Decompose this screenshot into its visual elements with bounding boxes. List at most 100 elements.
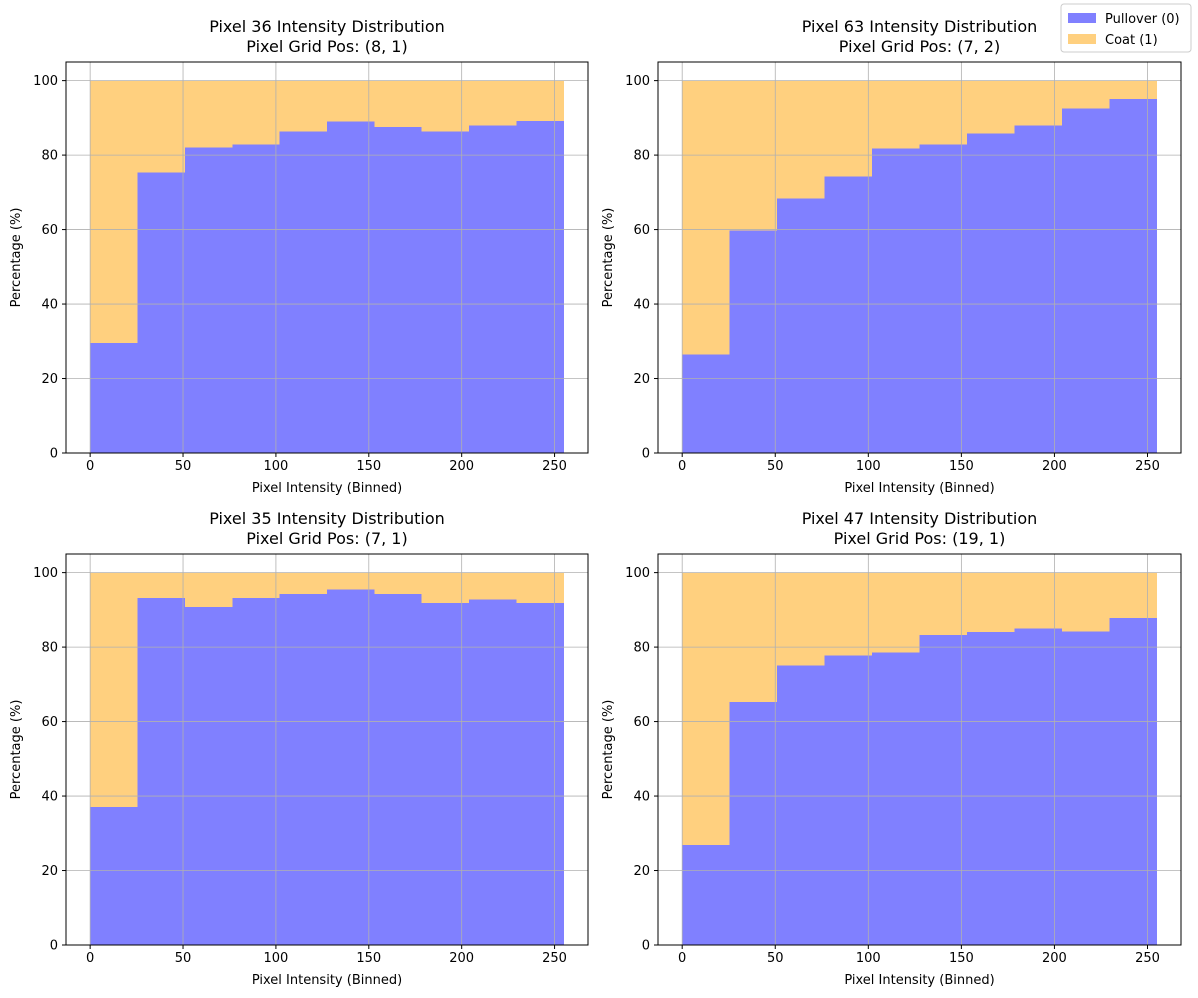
subplot-title: Pixel 63 Intensity Distribution bbox=[802, 17, 1038, 36]
bar-pullover-bin-5 bbox=[872, 148, 920, 453]
y-tick-label: 60 bbox=[633, 715, 650, 730]
bar-coat-bin-8 bbox=[1014, 80, 1062, 126]
bar-pullover-bin-10 bbox=[516, 603, 564, 945]
bar-coat-bin-6 bbox=[327, 572, 375, 590]
bar-pullover-bin-6 bbox=[919, 635, 967, 945]
y-tick-label: 60 bbox=[41, 715, 58, 730]
bar-pullover-bin-10 bbox=[1109, 99, 1157, 453]
x-tick-label: 0 bbox=[678, 459, 686, 474]
subplot-subtitle: Pixel Grid Pos: (7, 1) bbox=[246, 529, 407, 548]
bar-pullover-bin-8 bbox=[1014, 125, 1062, 454]
y-tick-label: 20 bbox=[41, 864, 58, 879]
bar-pullover-bin-9 bbox=[1061, 108, 1110, 454]
bar-pullover-bin-4 bbox=[232, 597, 280, 945]
x-tick-label: 100 bbox=[264, 951, 289, 966]
legend-label-coat: Coat (1) bbox=[1105, 33, 1158, 48]
x-tick-label: 200 bbox=[1042, 459, 1067, 474]
bar-pullover-bin-3 bbox=[777, 665, 825, 945]
y-tick-label: 100 bbox=[33, 74, 58, 89]
subplot-1: 0 50 100 150 200 250 0 20 40 60 80 100 Pixel Intensi… bbox=[9, 17, 589, 496]
y-tick-label: 40 bbox=[633, 298, 650, 313]
bar-coat-bin-7 bbox=[966, 572, 1015, 633]
bar-coat-bin-10 bbox=[516, 572, 564, 604]
y-tick-label: 60 bbox=[633, 223, 650, 238]
legend-swatch-pullover bbox=[1068, 13, 1096, 23]
bar-pullover-bin-9 bbox=[1061, 631, 1110, 945]
y-tick-label: 80 bbox=[41, 641, 58, 656]
y-tick-label: 100 bbox=[625, 74, 650, 89]
x-axis-label: Pixel Intensity (Binned) bbox=[844, 481, 994, 496]
bar-coat-bin-3 bbox=[777, 80, 825, 199]
y-axis-label: Percentage (%) bbox=[601, 700, 616, 800]
bar-pullover-bin-2 bbox=[137, 172, 185, 453]
bar-pullover-bin-6 bbox=[327, 589, 375, 945]
y-axis-label: Percentage (%) bbox=[9, 700, 24, 800]
bar-coat-bin-6 bbox=[919, 80, 967, 145]
bar-coat-bin-5 bbox=[872, 80, 920, 149]
y-tick-label: 0 bbox=[50, 939, 58, 954]
x-tick-label: 100 bbox=[856, 951, 881, 966]
bar-coat-bin-2 bbox=[729, 572, 778, 702]
bar-pullover-bin-2 bbox=[729, 230, 778, 453]
x-axis-label: Pixel Intensity (Binned) bbox=[252, 973, 402, 988]
y-axis-label: Percentage (%) bbox=[601, 208, 616, 308]
x-tick-label: 150 bbox=[356, 459, 381, 474]
bar-coat-bin-4 bbox=[232, 572, 280, 598]
bar-pullover-bin-8 bbox=[1014, 628, 1062, 945]
bar-pullover-bin-3 bbox=[184, 606, 233, 945]
subplot-subtitle: Pixel Grid Pos: (19, 1) bbox=[834, 529, 1006, 548]
subplot-title: Pixel 36 Intensity Distribution bbox=[209, 17, 445, 36]
bar-pullover-bin-1 bbox=[682, 354, 730, 453]
bar-coat-bin-9 bbox=[469, 572, 517, 600]
bar-pullover-bin-1 bbox=[90, 343, 138, 453]
bar-coat-bin-1 bbox=[682, 572, 730, 846]
y-tick-label: 20 bbox=[633, 864, 650, 879]
subplot-4: 0 50 100 150 200 250 0 20 40 60 80 100 Pixel Intensi… bbox=[601, 509, 1182, 988]
x-tick-label: 50 bbox=[767, 951, 784, 966]
bar-coat-bin-1 bbox=[90, 572, 138, 808]
x-tick-label: 150 bbox=[949, 951, 974, 966]
axes-frame bbox=[657, 61, 1182, 454]
y-tick-label: 80 bbox=[633, 641, 650, 656]
y-tick-label: 60 bbox=[41, 223, 58, 238]
bar-pullover-bin-1 bbox=[90, 807, 138, 945]
x-tick-label: 0 bbox=[86, 951, 94, 966]
bar-coat-bin-6 bbox=[327, 80, 375, 122]
bar-coat-bin-3 bbox=[184, 572, 233, 607]
bar-pullover-bin-4 bbox=[232, 144, 280, 453]
subplot-subtitle: Pixel Grid Pos: (7, 2) bbox=[839, 37, 1000, 56]
bar-pullover-bin-7 bbox=[966, 632, 1015, 945]
x-tick-label: 50 bbox=[767, 459, 784, 474]
bar-pullover-bin-2 bbox=[729, 701, 778, 945]
bar-coat-bin-7 bbox=[374, 572, 422, 595]
x-tick-label: 100 bbox=[264, 459, 289, 474]
y-tick-label: 20 bbox=[633, 372, 650, 387]
bar-pullover-bin-1 bbox=[682, 845, 730, 945]
legend-swatch-coat bbox=[1068, 34, 1096, 44]
bar-pullover-bin-8 bbox=[421, 603, 470, 945]
x-axis-label: Pixel Intensity (Binned) bbox=[844, 973, 994, 988]
bar-pullover-bin-10 bbox=[516, 120, 564, 454]
bar-coat-bin-9 bbox=[1061, 80, 1110, 109]
x-tick-label: 100 bbox=[856, 459, 881, 474]
subplot-title: Pixel 35 Intensity Distribution bbox=[209, 509, 445, 528]
axes-frame bbox=[65, 553, 589, 946]
bar-pullover-bin-6 bbox=[327, 121, 375, 453]
bar-pullover-bin-8 bbox=[421, 131, 470, 453]
bar-pullover-bin-9 bbox=[469, 125, 517, 454]
bar-coat-bin-4 bbox=[824, 572, 873, 656]
y-axis-label: Percentage (%) bbox=[9, 208, 24, 308]
bar-coat-bin-9 bbox=[1061, 572, 1110, 632]
bar-pullover-bin-7 bbox=[374, 594, 422, 945]
bar-pullover-bin-3 bbox=[184, 147, 233, 453]
bar-coat-bin-7 bbox=[374, 80, 422, 128]
bar-coat-bin-10 bbox=[1109, 80, 1157, 100]
bar-pullover-bin-2 bbox=[137, 597, 185, 945]
bar-coat-bin-8 bbox=[1014, 572, 1062, 629]
y-tick-label: 40 bbox=[633, 790, 650, 805]
bar-pullover-bin-6 bbox=[919, 144, 967, 453]
legend-label-pullover: Pullover (0) bbox=[1105, 12, 1180, 27]
y-tick-label: 20 bbox=[41, 372, 58, 387]
bar-pullover-bin-4 bbox=[824, 176, 873, 453]
